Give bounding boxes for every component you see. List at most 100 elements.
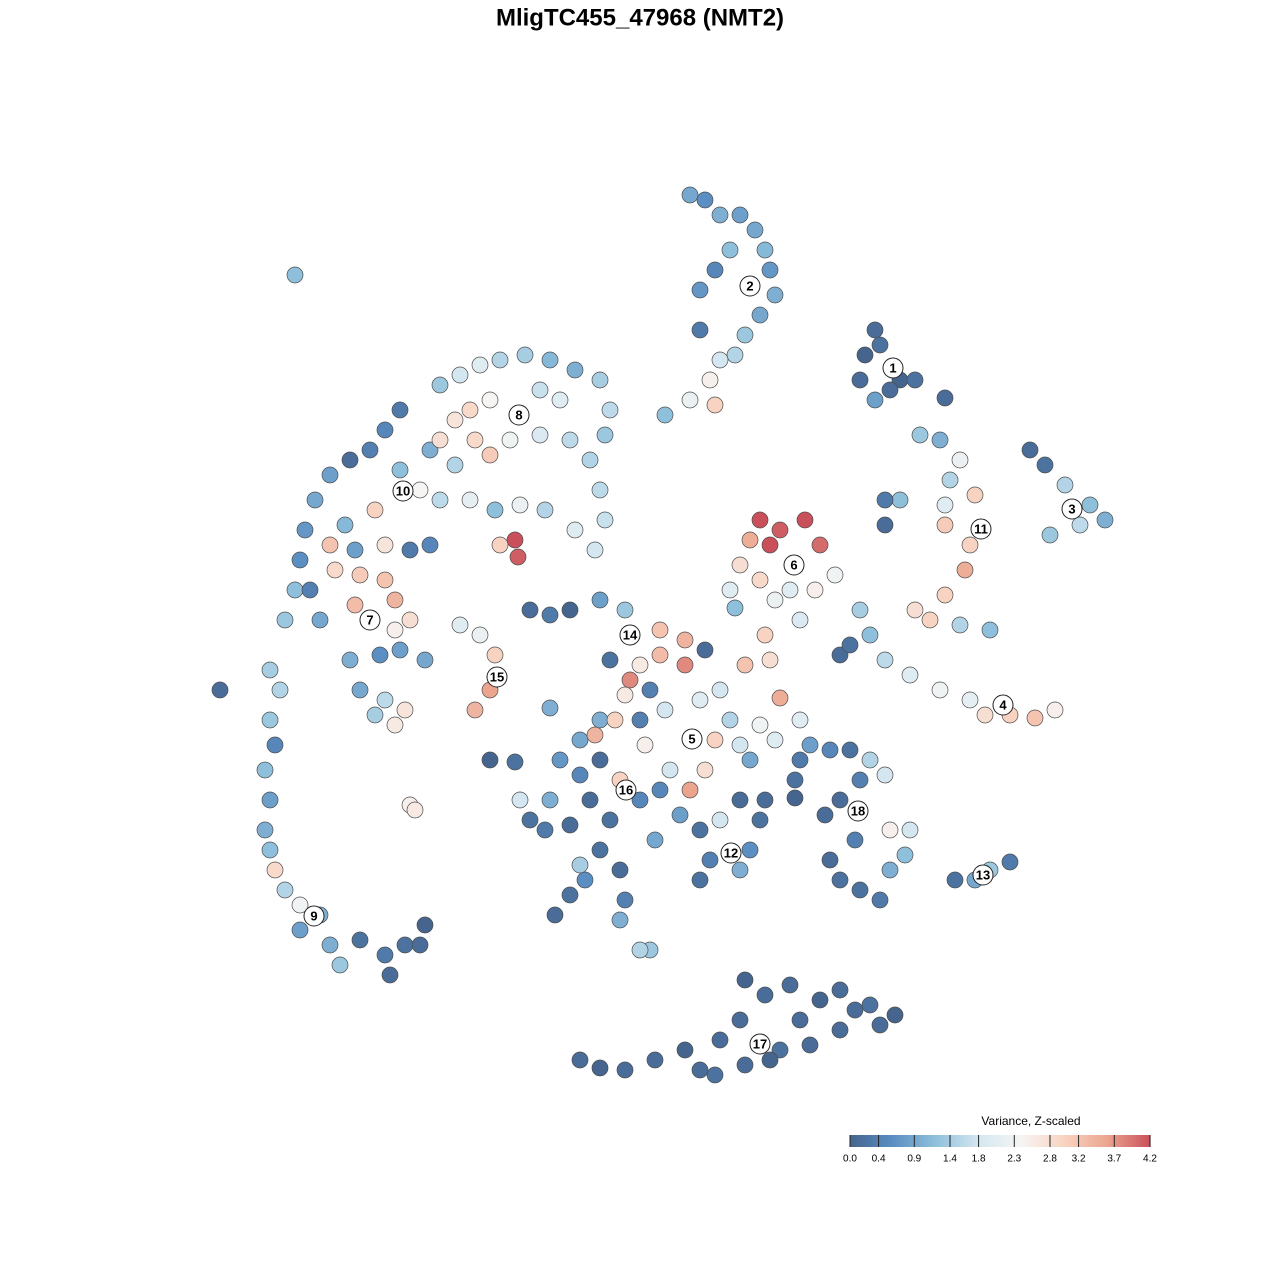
colorbar-swatch — [994, 1135, 997, 1147]
cell-point — [581, 791, 599, 809]
cell-point — [931, 431, 949, 449]
colorbar-swatch — [1128, 1135, 1131, 1147]
colorbar-swatch — [938, 1135, 941, 1147]
cell-point — [331, 956, 349, 974]
cell-point — [406, 801, 424, 819]
cell-point — [886, 1006, 904, 1024]
cell-point — [541, 606, 559, 624]
cell-point — [866, 391, 884, 409]
cell-point — [451, 616, 469, 634]
colorbar-swatch — [918, 1135, 921, 1147]
cell-point — [696, 761, 714, 779]
cell-point — [676, 1041, 694, 1059]
cell-point — [361, 441, 379, 459]
colorbar-swatch — [1020, 1135, 1023, 1147]
cell-point — [981, 621, 999, 639]
colorbar-swatch — [1004, 1135, 1007, 1147]
colorbar-swatch — [920, 1135, 923, 1147]
colorbar-tick-label: 2.8 — [1043, 1154, 1057, 1165]
colorbar-swatch — [966, 1135, 969, 1147]
colorbar-swatch — [1012, 1135, 1015, 1147]
cell-point — [471, 626, 489, 644]
cell-point — [521, 811, 539, 829]
colorbar-swatch — [1062, 1135, 1065, 1147]
cell-point — [946, 871, 964, 889]
colorbar-swatch — [1030, 1135, 1033, 1147]
cluster-badge — [720, 842, 742, 864]
cell-point — [731, 1011, 749, 1029]
cell-point — [711, 1031, 729, 1049]
cell-point — [561, 601, 579, 619]
colorbar-swatch — [872, 1135, 875, 1147]
cell-point — [706, 261, 724, 279]
colorbar-swatch — [924, 1135, 927, 1147]
cluster-badge — [392, 480, 414, 502]
cell-point — [756, 986, 774, 1004]
cell-point — [351, 681, 369, 699]
colorbar-swatch — [1006, 1135, 1009, 1147]
colorbar-swatch — [1090, 1135, 1093, 1147]
colorbar-swatch — [1028, 1135, 1031, 1147]
cell-point — [586, 541, 604, 559]
cluster-badge — [847, 800, 869, 822]
cell-point — [641, 681, 659, 699]
colorbar-swatch — [1076, 1135, 1079, 1147]
cell-point — [376, 536, 394, 554]
colorbar-swatch — [968, 1135, 971, 1147]
cluster-badge — [1061, 498, 1083, 520]
cell-point — [786, 771, 804, 789]
cell-point — [831, 646, 849, 664]
cell-point — [846, 831, 864, 849]
colorbar-swatch — [1134, 1135, 1137, 1147]
cell-point — [861, 751, 879, 769]
colorbar-swatch — [1112, 1135, 1115, 1147]
cell-point — [766, 591, 784, 609]
cell-point — [831, 791, 849, 809]
colorbar-swatch — [1042, 1135, 1045, 1147]
cell-point — [756, 241, 774, 259]
cluster-label: 11 — [974, 521, 988, 536]
cell-point — [791, 751, 809, 769]
cell-point — [876, 766, 894, 784]
chart-title: MligTC455_47968 (NMT2) — [496, 4, 784, 31]
cluster-badge — [486, 666, 508, 688]
cell-point — [691, 281, 709, 299]
cell-point — [336, 516, 354, 534]
colorbar-swatch — [976, 1135, 979, 1147]
cell-point — [751, 306, 769, 324]
cell-point — [551, 751, 569, 769]
cluster-badge — [619, 624, 641, 646]
cell-point — [936, 586, 954, 604]
cell-point — [901, 821, 919, 839]
colorbar-swatch — [1106, 1135, 1109, 1147]
cell-point — [856, 346, 874, 364]
cell-point — [771, 521, 789, 539]
cell-point — [571, 856, 589, 874]
cell-point — [761, 536, 779, 554]
cell-point — [936, 516, 954, 534]
cell-point — [956, 561, 974, 579]
cell-point — [571, 1051, 589, 1069]
colorbar-swatch — [972, 1135, 975, 1147]
cell-point — [731, 556, 749, 574]
cluster-badge — [783, 554, 805, 576]
cell-point — [791, 611, 809, 629]
cell-point — [511, 791, 529, 809]
cell-point — [366, 501, 384, 519]
colorbar-tick-label: 3.2 — [1072, 1154, 1086, 1165]
cell-point — [766, 731, 784, 749]
cell-point — [851, 371, 869, 389]
cell-point — [1036, 456, 1054, 474]
cell-point — [461, 401, 479, 419]
cell-point — [936, 389, 954, 407]
cell-point — [741, 841, 759, 859]
cluster-label: 1 — [889, 360, 896, 375]
cell-point — [401, 611, 419, 629]
colorbar-swatch — [932, 1135, 935, 1147]
cell-point — [396, 936, 414, 954]
cell-point — [651, 621, 669, 639]
cell-point — [696, 641, 714, 659]
cell-point — [271, 681, 289, 699]
colorbar-swatch — [884, 1135, 887, 1147]
cell-point — [601, 401, 619, 419]
